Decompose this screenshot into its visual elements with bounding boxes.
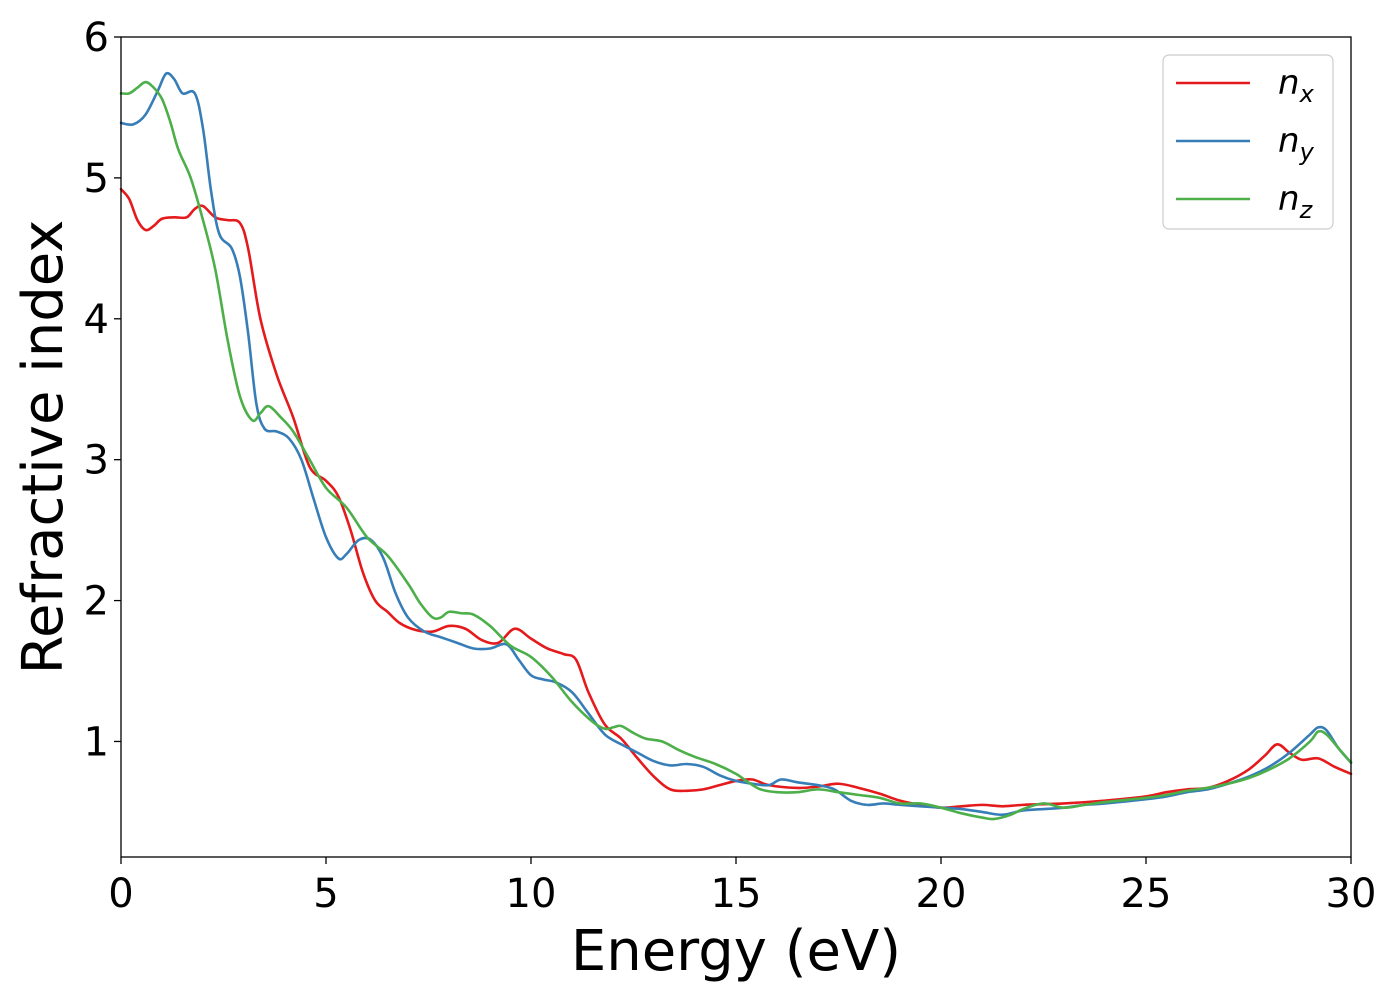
legend-label-main: n <box>1278 179 1300 219</box>
legend-label-main: n <box>1278 121 1300 161</box>
legend-label-subscript: y <box>1299 138 1315 166</box>
x-tick-label: 0 <box>108 871 133 917</box>
y-tick-label: 4 <box>84 297 109 343</box>
x-axis-title: Energy (eV) <box>571 919 901 984</box>
legend-label: ny <box>1278 121 1315 166</box>
legend-label-main: n <box>1278 63 1300 103</box>
legend-label: nz <box>1278 179 1314 224</box>
legend-label-subscript: z <box>1299 196 1314 224</box>
y-tick-label: 3 <box>84 438 109 484</box>
legend-label: nx <box>1278 63 1315 108</box>
series-line-n-z <box>119 80 1353 821</box>
x-tick-label: 15 <box>711 871 762 917</box>
y-axis-ticks: 1 2 3 4 5 6 <box>84 15 121 765</box>
x-tick-label: 5 <box>313 871 338 917</box>
x-tick-label: 30 <box>1326 871 1377 917</box>
y-tick-label: 2 <box>84 579 109 625</box>
x-tick-label: 10 <box>506 871 557 917</box>
legend-label-subscript: x <box>1299 80 1315 108</box>
y-tick-label: 6 <box>84 15 109 61</box>
plot-frame <box>120 36 1352 858</box>
x-tick-label: 25 <box>1121 871 1172 917</box>
x-tick-label: 20 <box>916 871 967 917</box>
series-lines <box>119 71 1353 821</box>
y-tick-label: 5 <box>84 156 109 202</box>
x-axis-ticks: 0 5 10 15 20 25 30 <box>108 857 1376 917</box>
y-axis-title: Refractive index <box>11 220 76 675</box>
y-tick-label: 1 <box>84 719 109 765</box>
